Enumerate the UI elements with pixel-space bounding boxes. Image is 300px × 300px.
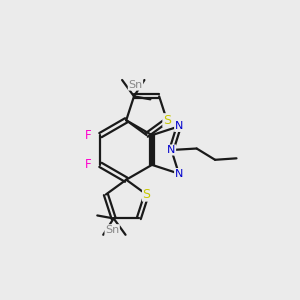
Text: S: S [163,114,171,127]
Text: N: N [175,169,183,178]
Text: F: F [85,129,91,142]
Text: S: S [142,188,151,201]
Text: N: N [167,145,176,155]
Text: N: N [175,122,183,131]
Text: Sn: Sn [105,225,119,235]
Text: Sn: Sn [128,80,142,90]
Text: F: F [85,158,91,171]
